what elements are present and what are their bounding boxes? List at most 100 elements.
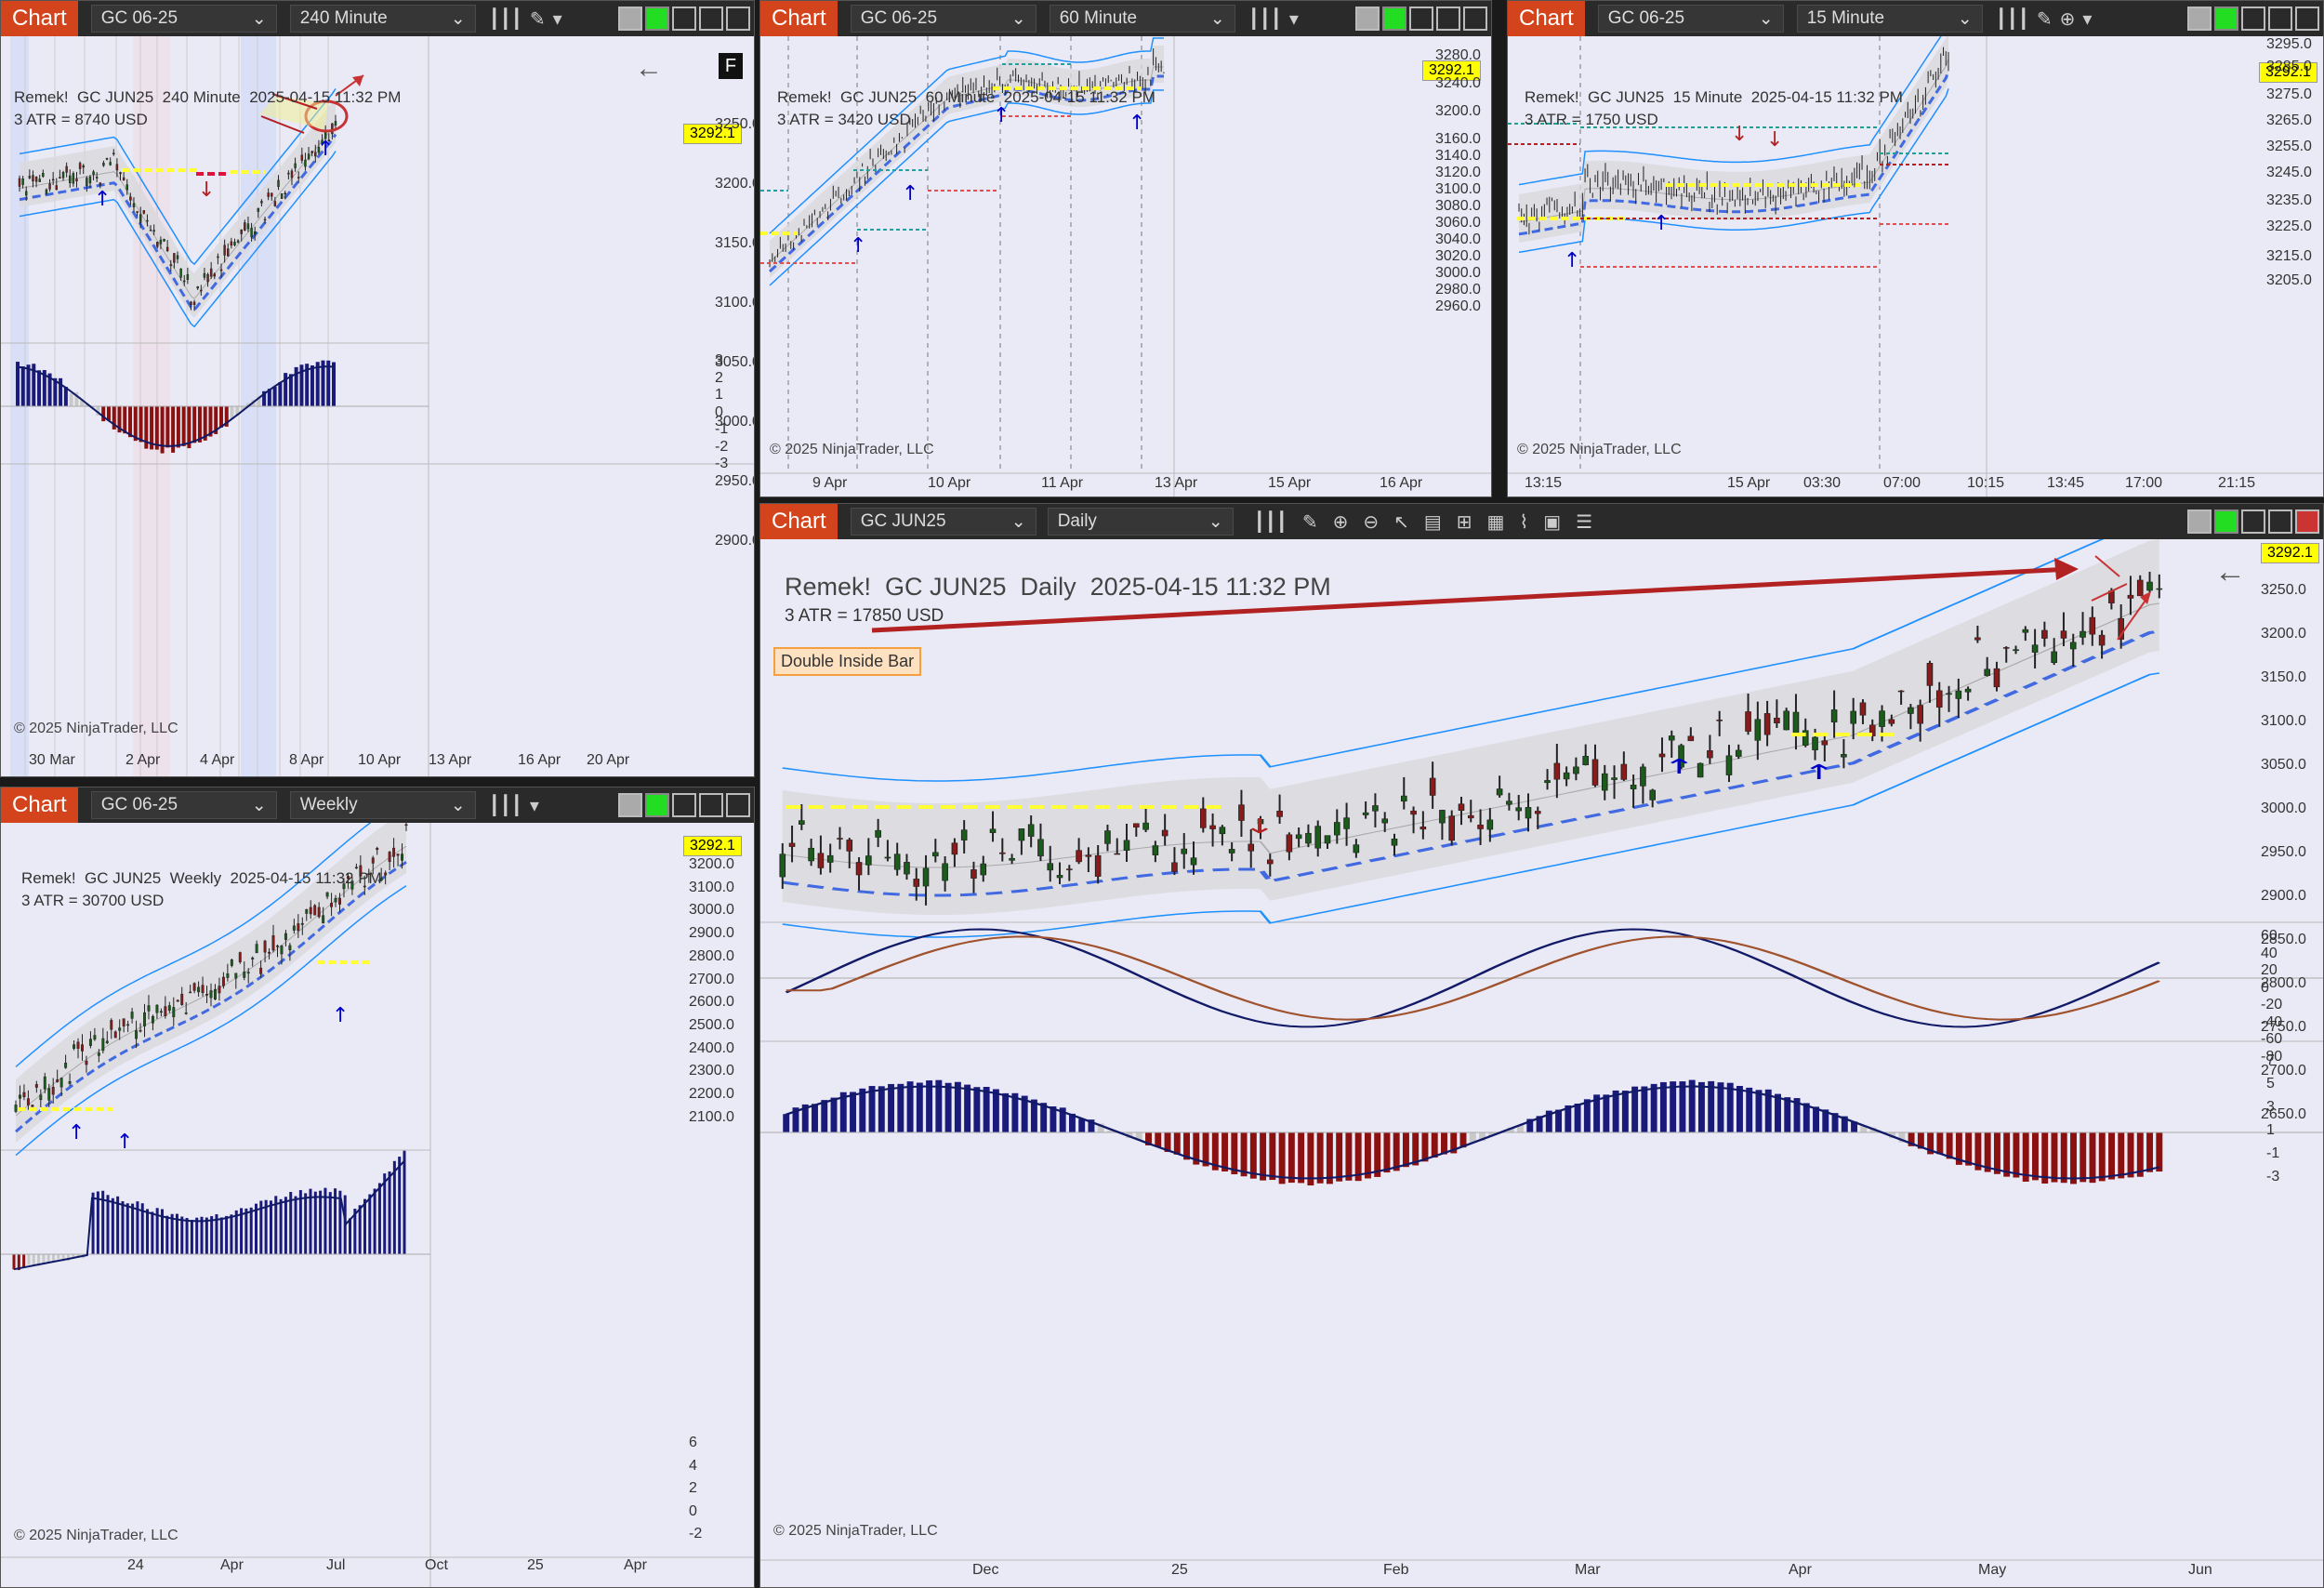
window-button-gray[interactable] bbox=[2187, 509, 2212, 534]
restore-button[interactable] bbox=[699, 793, 723, 817]
histogram-bar bbox=[2098, 1132, 2106, 1182]
candle-body bbox=[2069, 642, 2077, 650]
maximize-button[interactable] bbox=[726, 7, 750, 31]
chevron-down-icon[interactable]: ▾ bbox=[2082, 8, 2093, 30]
menu-list-icon[interactable]: ☰ bbox=[1576, 511, 1593, 533]
minimize-button[interactable] bbox=[2241, 7, 2265, 31]
instrument-select[interactable]: GC JUN25 ⌄ bbox=[850, 508, 1037, 536]
chart-label[interactable]: Chart bbox=[760, 504, 838, 539]
window-button-link[interactable] bbox=[1382, 7, 1406, 31]
chart-window-60min[interactable]: Chart GC 06-25 ⌄ 60 Minute ⌄ ┃┃┃ ▾ ↑ ↑ ↑ ↑ Rem… bbox=[759, 0, 1492, 497]
histogram-bar bbox=[90, 406, 95, 408]
data-box-icon[interactable]: ▤ bbox=[1423, 511, 1442, 533]
window-button-link[interactable] bbox=[645, 7, 669, 31]
histogram-bar bbox=[269, 1200, 272, 1254]
chart-label[interactable]: Chart bbox=[1, 787, 78, 823]
chart-plot-area[interactable]: ↑ ↑ ↓ Remek! GC JUN25 Daily 2025-04-15 11:… bbox=[760, 539, 2323, 1587]
price-axis-label: 3265.0 bbox=[2266, 112, 2312, 128]
minimize-button[interactable] bbox=[672, 7, 696, 31]
chevron-down-icon[interactable]: ▾ bbox=[529, 795, 539, 816]
chevron-down-icon[interactable]: ▾ bbox=[552, 8, 562, 30]
window-button-link[interactable] bbox=[645, 793, 669, 817]
candle-body bbox=[45, 189, 48, 194]
histogram-bar bbox=[1488, 1132, 1496, 1136]
window-button-gray[interactable] bbox=[618, 7, 642, 31]
chart-label[interactable]: Chart bbox=[760, 1, 838, 36]
restore-button[interactable] bbox=[1436, 7, 1460, 31]
minimize-button[interactable] bbox=[2241, 509, 2265, 534]
date-axis-label: Feb bbox=[1383, 1562, 1409, 1578]
oscillator-axis-label: -3 bbox=[715, 456, 729, 471]
draw-tool-icon[interactable]: ✎ bbox=[2036, 8, 2053, 30]
close-button[interactable] bbox=[2295, 509, 2319, 534]
indicators-icon[interactable]: ▦ bbox=[1486, 511, 1505, 533]
restore-button[interactable] bbox=[2268, 7, 2292, 31]
window-button-link[interactable] bbox=[2214, 7, 2238, 31]
candle-body bbox=[1984, 668, 1990, 676]
maximize-button[interactable] bbox=[2268, 509, 2292, 534]
maximize-button[interactable] bbox=[2295, 7, 2319, 31]
interval-select[interactable]: 15 Minute ⌄ bbox=[1796, 5, 1983, 33]
minimize-button[interactable] bbox=[1409, 7, 1433, 31]
chart-window-weekly[interactable]: Chart GC 06-25 ⌄ Weekly ⌄ ┃┃┃ ▾ ↑ ↑ ↑ Remek! … bbox=[0, 787, 755, 1588]
chart-window-15min[interactable]: Chart GC 06-25 ⌄ 15 Minute ⌄ ┃┃┃ ✎ ⊕ ▾ ↑ ↑ ↓ ↓ R… bbox=[1507, 0, 2324, 497]
instrument-select[interactable]: GC 06-25 ⌄ bbox=[1597, 5, 1784, 33]
chart-plot-area[interactable]: ↑ ↑ ↑ ↑ Remek! GC JUN25 60 Minute 2025-04-1… bbox=[760, 36, 1491, 496]
minimize-button[interactable] bbox=[672, 793, 696, 817]
chart-label[interactable]: Chart bbox=[1, 1, 78, 36]
instrument-select[interactable]: GC 06-25 ⌄ bbox=[90, 5, 277, 33]
candle-body bbox=[1658, 753, 1666, 758]
chart-window-daily[interactable]: Chart GC JUN25 ⌄ Daily ⌄ ┃┃┃ ✎ ⊕ ⊖ ↖ ▤ ⊞ ▦ ⌇ ▣ ☰ ↑ ↑ ↓… bbox=[759, 503, 2324, 1588]
candle-body bbox=[95, 177, 99, 179]
histogram-bar bbox=[1565, 1105, 1572, 1132]
bar-style-icon[interactable]: ┃┃┃ bbox=[1995, 8, 2029, 30]
strategies-icon[interactable]: ⌇ bbox=[1519, 511, 1529, 533]
price-axis-label: 3200.0 bbox=[1435, 103, 1481, 119]
oscillator-axis-label: 1 bbox=[715, 387, 723, 403]
back-arrow-icon[interactable]: ← bbox=[2214, 554, 2246, 589]
back-arrow-icon[interactable]: ← bbox=[635, 53, 663, 84]
zoom-out-icon[interactable]: ⊖ bbox=[1363, 511, 1380, 533]
window-button-gray[interactable] bbox=[2187, 7, 2212, 31]
window-button-link[interactable] bbox=[2214, 509, 2238, 534]
chart-label[interactable]: Chart bbox=[1508, 1, 1585, 36]
chart-plot-area[interactable]: ↑ ↑ ↓ Remek! GC JUN25 240 Minute 2025-04-1… bbox=[1, 36, 754, 776]
double-inside-bar-annotation[interactable]: Double Inside Bar bbox=[773, 647, 922, 676]
chevron-down-icon[interactable]: ▾ bbox=[1288, 8, 1299, 30]
interval-select[interactable]: Weekly ⌄ bbox=[289, 791, 476, 819]
instrument-select[interactable]: GC 06-25 ⌄ bbox=[850, 5, 1037, 33]
zoom-icon[interactable]: ⊕ bbox=[2059, 8, 2076, 30]
bar-style-icon[interactable]: ┃┃┃ bbox=[1248, 8, 1282, 30]
window-button-gray[interactable] bbox=[618, 793, 642, 817]
candle-body bbox=[19, 1094, 21, 1099]
restore-button[interactable] bbox=[699, 7, 723, 31]
chart-window-240min[interactable]: Chart GC 06-25 ⌄ 240 Minute ⌄ ┃┃┃ ✎ ▾ ↑ ↑ ↓ Re… bbox=[0, 0, 755, 777]
chart-plot-area[interactable]: ↑ ↑ ↑ Remek! GC JUN25 Weekly 2025-04-15 11… bbox=[1, 823, 754, 1587]
draw-tool-icon[interactable]: ✎ bbox=[1301, 511, 1318, 533]
lower-channel-line bbox=[769, 89, 1164, 286]
window-button-gray[interactable] bbox=[1355, 7, 1380, 31]
bar-style-icon[interactable]: ┃┃┃ bbox=[488, 795, 522, 816]
zoom-in-icon[interactable]: ⊕ bbox=[1332, 511, 1349, 533]
bar-style-icon[interactable]: ┃┃┃ bbox=[488, 8, 522, 30]
maximize-button[interactable] bbox=[726, 793, 750, 817]
histogram-bar bbox=[1078, 1118, 1086, 1132]
interval-select[interactable]: 60 Minute ⌄ bbox=[1049, 5, 1235, 33]
draw-tool-icon[interactable]: ✎ bbox=[529, 8, 546, 30]
histogram-bar bbox=[1183, 1132, 1190, 1160]
properties-icon[interactable]: ⊞ bbox=[1456, 511, 1472, 533]
templates-icon[interactable]: ▣ bbox=[1543, 511, 1562, 533]
interval-select[interactable]: Daily ⌄ bbox=[1047, 508, 1234, 536]
chevron-down-icon: ⌄ bbox=[1010, 511, 1026, 532]
up-arrow-marker: ↑ bbox=[94, 188, 111, 211]
price-axis-label: 3000.0 bbox=[689, 902, 734, 919]
bar-style-icon[interactable]: ┃┃┃ bbox=[1253, 511, 1287, 533]
maximize-button[interactable] bbox=[1463, 7, 1487, 31]
chart-plot-area[interactable]: ↑ ↑ ↓ ↓ Remek! GC JUN25 15 Minute 2025-04-1… bbox=[1508, 36, 2323, 496]
corner-f-button[interactable]: F bbox=[719, 53, 743, 79]
candle-body bbox=[1955, 690, 1962, 699]
instrument-select[interactable]: GC 06-25 ⌄ bbox=[90, 791, 277, 819]
histogram-bar bbox=[2136, 1132, 2144, 1177]
interval-select[interactable]: 240 Minute ⌄ bbox=[289, 5, 476, 33]
cursor-icon[interactable]: ↖ bbox=[1393, 511, 1409, 533]
